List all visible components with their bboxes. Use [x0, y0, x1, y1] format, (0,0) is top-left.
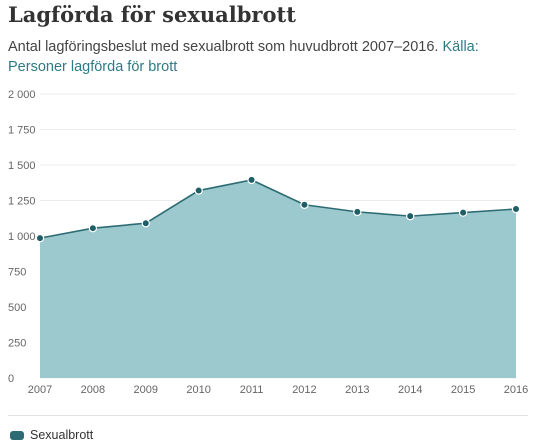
y-tick-label: 500 [8, 302, 26, 314]
x-tick-label: 2011 [240, 384, 264, 396]
data-point-2015 [458, 208, 468, 217]
x-tick-label: 2013 [345, 384, 369, 396]
data-point-2010 [194, 186, 203, 195]
series-area-fill [40, 179, 516, 378]
data-point-2007 [35, 233, 45, 243]
legend-divider [8, 415, 528, 416]
y-tick-label: 750 [8, 267, 26, 279]
y-tick-label: 2 000 [8, 89, 36, 101]
data-point-2009 [141, 219, 150, 228]
x-tick-label: 2007 [28, 384, 52, 396]
legend-label: Sexualbrott [30, 428, 94, 442]
legend-swatch [10, 430, 24, 440]
x-tick-label: 2012 [292, 384, 316, 396]
data-point-2014 [406, 211, 415, 221]
y-axis-tick-labels: 0 250 500 750 1 000 1 250 1 500 1 750 2 000 [8, 89, 36, 385]
data-point-2016 [511, 204, 521, 214]
y-tick-label: 1 250 [8, 196, 36, 208]
y-tick-label: 1 500 [8, 160, 36, 172]
x-tick-label: 2010 [186, 384, 210, 396]
area-layer [39, 179, 517, 378]
x-axis-tick-labels: 2007 2008 2009 2010 2011 2012 2013 2014 2015 2016 [28, 384, 528, 396]
x-tick-label: 2008 [81, 384, 105, 396]
y-tick-label: 250 [8, 338, 26, 350]
y-tick-label: 1 000 [8, 231, 36, 243]
series-line [39, 179, 517, 239]
data-point-2011 [247, 175, 256, 185]
x-tick-label: 2009 [134, 384, 158, 396]
marker-layer [35, 175, 521, 243]
subtitle-text: Antal lagföringsbeslut med sexualbrott s… [8, 39, 443, 55]
source-link[interactable]: Källa: Personer lagförda för brott [8, 39, 479, 75]
chart-title: Lagförda för sexualbrott [8, 2, 296, 27]
legend-item-sexualbrott[interactable]: Sexualbrott [10, 428, 93, 442]
chart-subtitle: Antal lagföringsbeslut med sexualbrott s… [8, 37, 528, 77]
y-tick-label: 1 750 [8, 125, 36, 137]
y-tick-label: 0 [8, 373, 14, 385]
chart-area: 0 250 500 750 1 000 1 250 1 500 1 750 2 000 2007… [8, 89, 528, 396]
x-tick-label: 2014 [398, 384, 422, 396]
data-point-2013 [353, 207, 362, 217]
x-tick-label: 2016 [504, 384, 528, 396]
x-tick-label: 2015 [451, 384, 475, 396]
data-point-2012 [300, 200, 309, 209]
data-point-2008 [88, 223, 98, 233]
